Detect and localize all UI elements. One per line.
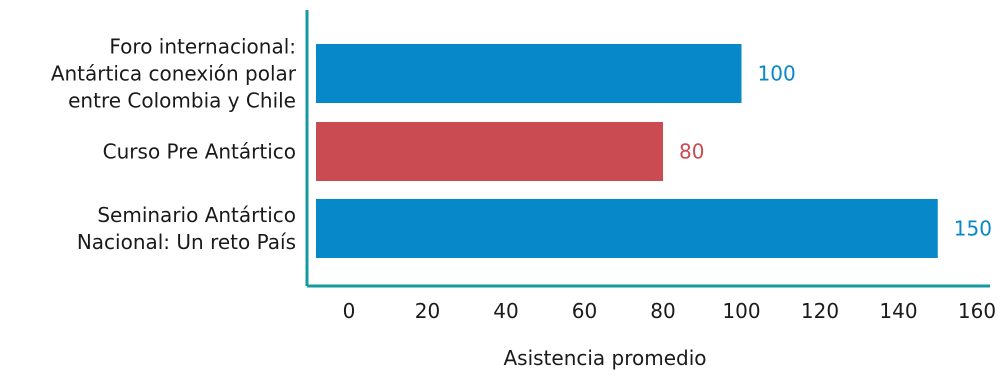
category-label-line: Curso Pre Antártico bbox=[103, 140, 296, 164]
x-tick-label: 140 bbox=[879, 299, 917, 323]
bar-1 bbox=[316, 122, 663, 181]
category-label-1: Curso Pre Antártico bbox=[103, 140, 296, 164]
x-tick-label: 160 bbox=[958, 299, 996, 323]
data-label-1: 80 bbox=[679, 140, 704, 164]
bar-2 bbox=[316, 199, 938, 258]
category-label-0: Foro internacional: Antártica conexión po… bbox=[51, 35, 297, 113]
category-label-line: Foro internacional: bbox=[109, 35, 296, 59]
bars-group bbox=[316, 44, 938, 258]
data-label-2: 150 bbox=[954, 217, 992, 241]
category-labels: Foro internacional: Antártica conexión po… bbox=[51, 35, 297, 255]
category-label-line: entre Colombia y Chile bbox=[68, 89, 296, 113]
x-tick-label: 40 bbox=[493, 299, 518, 323]
data-labels: 100 80 150 bbox=[679, 62, 992, 241]
bar-0 bbox=[316, 44, 742, 103]
x-axis-title: Asistencia promedio bbox=[503, 346, 706, 370]
x-tick-label: 120 bbox=[801, 299, 839, 323]
x-tick-labels: 0 20 40 60 80 100 120 140 160 bbox=[343, 299, 996, 323]
data-label-0: 100 bbox=[758, 62, 796, 86]
category-label-line: Nacional: Un reto País bbox=[77, 230, 296, 254]
x-tick-label: 100 bbox=[722, 299, 760, 323]
category-label-2: Seminario Antártico Nacional: Un reto Paí… bbox=[77, 203, 296, 254]
x-tick-label: 80 bbox=[650, 299, 675, 323]
category-label-line: Seminario Antártico bbox=[97, 203, 296, 227]
x-tick-label: 20 bbox=[415, 299, 440, 323]
x-tick-label: 60 bbox=[572, 299, 597, 323]
category-label-line: Antártica conexión polar bbox=[51, 62, 297, 86]
x-tick-label: 0 bbox=[343, 299, 356, 323]
